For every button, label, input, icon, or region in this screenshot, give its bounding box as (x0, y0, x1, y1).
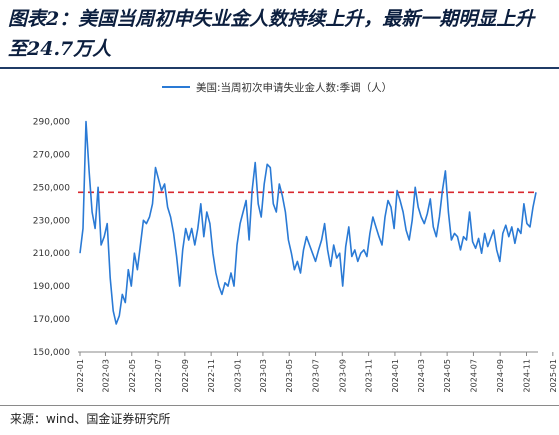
chart-area: 150,000 170,000 190,000 210,000 230,000 250,0… (0, 69, 559, 405)
x-tick-label: 2022-01 (76, 359, 85, 392)
x-tick-label: 2024-07 (469, 359, 478, 392)
x-tick-label: 2023-05 (285, 359, 294, 392)
x-tick-label: 2024-11 (523, 359, 532, 392)
legend-label: 美国:当周初次申请失业金人数:季调（人） (196, 81, 392, 94)
x-tick-label: 2023-09 (338, 359, 347, 392)
y-tick-label: 270,000 (33, 150, 70, 160)
footer-divider (0, 405, 559, 406)
chart-title: 图表2：美国当周初申失业金人数持续上升，最新一期明显上升至24.7万人 (8, 8, 535, 60)
y-tick-label: 150,000 (33, 348, 70, 358)
x-tick-label: 2024-03 (417, 359, 426, 392)
y-tick-label: 230,000 (33, 216, 70, 226)
x-tick-label: 2022-11 (207, 359, 216, 392)
y-tick-label: 210,000 (33, 249, 70, 259)
x-tick-label: 2024-09 (496, 359, 505, 392)
x-tick-label: 2022-09 (181, 359, 190, 392)
x-tick-label: 2023-03 (259, 359, 268, 392)
source-note: 来源：wind、国金证券研究所 (10, 412, 171, 426)
y-tick-label: 290,000 (33, 117, 70, 127)
x-tick-label: 2023-01 (233, 359, 242, 392)
x-tick-label: 2024-01 (391, 359, 400, 392)
series-line (79, 120, 537, 325)
y-tick-label: 190,000 (33, 282, 70, 292)
y-tick-label: 250,000 (33, 183, 70, 193)
line-chart: 150,000 170,000 190,000 210,000 230,000 250,0… (33, 81, 558, 392)
x-tick-label: 2025-01 (549, 359, 558, 392)
x-tick-label: 2022-07 (154, 359, 163, 392)
x-tick-label: 2023-11 (365, 359, 374, 392)
x-tick-label: 2022-05 (128, 359, 137, 392)
y-tick-label: 170,000 (33, 315, 70, 325)
x-tick-label: 2022-03 (101, 359, 110, 392)
x-tick-label: 2024-05 (443, 359, 452, 392)
title-divider (0, 67, 559, 69)
x-tick-label: 2023-07 (312, 359, 321, 392)
